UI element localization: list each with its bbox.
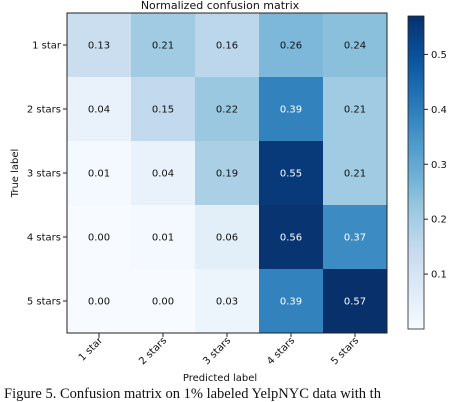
cell-value-label: 0.21	[344, 169, 366, 180]
y-tick-label: 2 stars	[27, 105, 61, 116]
x-axis-label: Predicted label	[183, 373, 257, 384]
heatmap-cells: 0.13 0.21 0.16 0.26 0.24 0.04 0.15 0.22 0.39 0.21…	[67, 13, 388, 334]
heatmap-cell	[67, 205, 132, 270]
cell-value-label: 0.57	[344, 297, 366, 308]
figure-caption: Figure 5. Confusion matrix on 1% labeled…	[4, 386, 381, 402]
heatmap-cell	[67, 269, 132, 334]
heatmap-cell	[323, 141, 388, 206]
x-tick-label: 1 star	[77, 335, 106, 364]
cell-value-label: 0.26	[280, 41, 302, 52]
y-tick-label: 4 stars	[27, 233, 61, 244]
cell-value-label: 0.06	[216, 233, 238, 244]
y-axis-label: True label	[10, 149, 21, 199]
heatmap-cell	[131, 141, 196, 206]
cell-value-label: 0.39	[280, 105, 302, 116]
chart-title: Normalized confusion matrix	[141, 0, 300, 12]
colorbar-tick-label: 0.4	[431, 105, 447, 116]
cell-value-label: 0.21	[344, 105, 366, 116]
cell-value-label: 0.55	[280, 169, 302, 180]
cell-value-label: 0.19	[216, 169, 238, 180]
heatmap-cell	[323, 269, 388, 334]
y-tick-label: 3 stars	[27, 169, 61, 180]
colorbar	[407, 15, 425, 330]
cell-value-label: 0.00	[152, 297, 174, 308]
heatmap-cell	[195, 77, 260, 142]
cell-value-label: 0.00	[88, 233, 110, 244]
cell-value-label: 0.15	[152, 105, 174, 116]
cell-value-label: 0.01	[88, 169, 110, 180]
cell-value-label: 0.03	[216, 297, 238, 308]
cell-value-label: 0.21	[152, 41, 174, 52]
heatmap-cell	[131, 205, 196, 270]
heatmap-cell	[323, 205, 388, 270]
colorbar-ticks: 0.1 0.2 0.3 0.4 0.5	[424, 50, 447, 281]
cell-value-label: 0.24	[344, 41, 366, 52]
heatmap-cell	[131, 269, 196, 334]
heatmap-cell	[259, 269, 324, 334]
x-tick-labels: 1 star 2 stars 3 stars 4 stars 5 stars	[77, 333, 361, 367]
x-tick-label: 2 stars	[137, 335, 169, 367]
heatmap-cell	[195, 141, 260, 206]
heatmap-cell	[131, 77, 196, 142]
cell-value-label: 0.01	[152, 233, 174, 244]
heatmap-cell	[67, 141, 132, 206]
cell-value-label: 0.56	[280, 233, 302, 244]
cell-value-label: 0.39	[280, 297, 302, 308]
heatmap-cell	[195, 269, 260, 334]
colorbar-tick-label: 0.2	[431, 215, 447, 226]
cell-value-label: 0.37	[344, 233, 366, 244]
heatmap-cell	[323, 77, 388, 142]
heatmap-cell	[195, 205, 260, 270]
heatmap-cell	[195, 13, 260, 78]
heatmap-cell	[259, 77, 324, 142]
colorbar-tick-label: 0.3	[431, 160, 447, 171]
heatmap-cell	[259, 141, 324, 206]
cell-value-label: 0.22	[216, 105, 238, 116]
heatmap-cell	[259, 13, 324, 78]
heatmap-cell	[323, 13, 388, 78]
cell-value-label: 0.04	[88, 105, 110, 116]
cell-value-label: 0.13	[88, 41, 110, 52]
cell-value-label: 0.16	[216, 41, 238, 52]
heatmap-cell	[67, 77, 132, 142]
x-tick-label: 5 stars	[329, 335, 361, 367]
confusion-matrix-chart: Normalized confusion matrix 0.13 0.21 0.16…	[10, 0, 447, 384]
y-tick-label: 5 stars	[27, 297, 61, 308]
x-tick-label: 4 stars	[265, 335, 297, 367]
y-tick-labels: 1 star 2 stars 3 stars 4 stars 5 stars	[27, 41, 67, 308]
heatmap-cell	[131, 13, 196, 78]
cell-value-label: 0.04	[152, 169, 174, 180]
colorbar-tick-label: 0.5	[431, 50, 447, 61]
colorbar-tick-label: 0.1	[431, 270, 447, 281]
x-tick-label: 3 stars	[201, 335, 233, 367]
heatmap-cell	[259, 205, 324, 270]
cell-value-label: 0.00	[88, 297, 110, 308]
heatmap-cell	[67, 13, 132, 78]
y-tick-label: 1 star	[32, 41, 62, 52]
